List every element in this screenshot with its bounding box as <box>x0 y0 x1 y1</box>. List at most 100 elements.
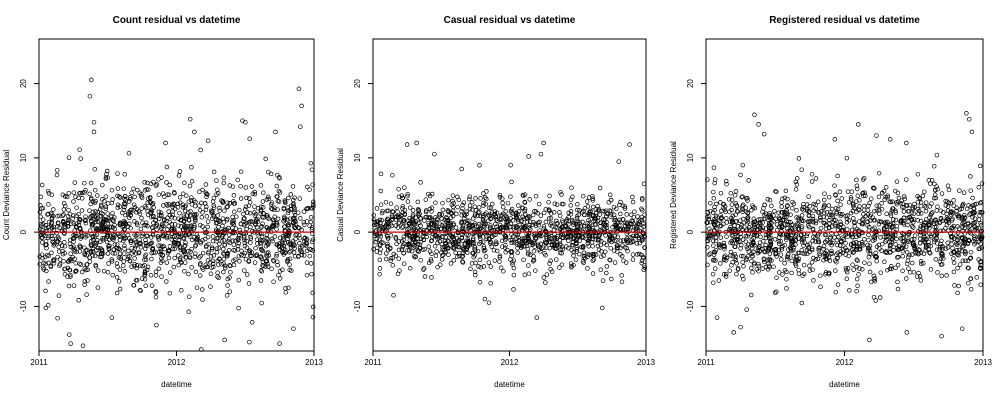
data-point <box>706 214 712 219</box>
data-point <box>297 235 303 241</box>
data-point <box>799 247 805 253</box>
data-point <box>872 225 877 231</box>
data-point <box>475 213 480 218</box>
data-point <box>439 257 445 262</box>
data-point <box>411 253 417 259</box>
data-point <box>117 247 123 253</box>
data-point <box>252 189 257 195</box>
data-point <box>468 240 473 246</box>
data-point <box>192 223 197 228</box>
data-point <box>620 243 625 248</box>
data-point <box>439 222 445 228</box>
data-point <box>503 249 508 255</box>
data-point <box>396 194 402 199</box>
data-point <box>939 251 945 256</box>
data-point <box>497 222 503 228</box>
data-point <box>227 275 232 280</box>
data-point <box>851 249 856 255</box>
data-point <box>242 207 248 212</box>
data-point <box>899 198 904 203</box>
data-point <box>845 234 850 239</box>
data-point <box>604 270 609 276</box>
data-point <box>236 305 241 311</box>
data-point <box>264 253 269 258</box>
data-point <box>162 194 167 199</box>
data-point <box>926 247 931 252</box>
data-point <box>477 163 482 168</box>
data-point <box>374 249 380 254</box>
data-point <box>634 225 639 230</box>
data-point <box>153 290 159 295</box>
data-point <box>429 251 434 256</box>
data-point <box>307 187 312 192</box>
data-point <box>559 192 564 197</box>
data-point <box>184 213 190 218</box>
data-point <box>166 255 172 261</box>
data-point <box>608 245 613 251</box>
data-point <box>779 229 784 234</box>
data-point <box>477 257 483 263</box>
data-point <box>510 234 516 239</box>
data-point <box>740 227 745 232</box>
data-point <box>235 177 240 183</box>
data-point <box>950 246 955 251</box>
data-point <box>741 254 746 259</box>
data-point <box>93 198 98 204</box>
data-point <box>227 200 233 206</box>
data-point <box>816 246 821 251</box>
data-point <box>182 268 187 274</box>
data-point <box>221 261 226 266</box>
data-point <box>789 238 794 244</box>
data-point <box>76 195 81 201</box>
data-point <box>265 264 271 269</box>
data-point <box>548 258 553 264</box>
data-point <box>746 249 752 254</box>
data-point <box>106 216 111 221</box>
data-point <box>133 251 139 256</box>
data-point <box>128 213 133 218</box>
data-point <box>236 253 242 259</box>
data-point <box>860 242 866 248</box>
data-point <box>74 205 79 210</box>
data-point <box>143 241 149 246</box>
data-point <box>796 156 802 161</box>
data-point <box>374 206 380 211</box>
data-point <box>296 253 301 259</box>
data-point <box>810 267 815 272</box>
data-point <box>511 287 516 292</box>
data-point <box>614 245 620 251</box>
data-point <box>817 251 822 256</box>
data-point <box>566 221 571 227</box>
data-point <box>71 190 77 195</box>
data-point <box>400 243 406 248</box>
registered-chart-title: Registered residual vs datetime <box>769 15 920 26</box>
data-point <box>61 201 67 206</box>
data-point <box>620 238 626 243</box>
data-point <box>641 181 647 187</box>
casual-points <box>371 140 648 320</box>
data-point <box>620 227 626 232</box>
data-point <box>92 187 98 193</box>
data-point <box>235 243 241 249</box>
data-point <box>767 197 773 203</box>
y-tick-label: 0 <box>19 229 28 234</box>
data-point <box>48 264 54 270</box>
data-point <box>237 207 242 213</box>
data-point <box>557 250 563 256</box>
data-point <box>589 236 595 242</box>
data-point <box>467 206 473 212</box>
data-point <box>931 195 937 201</box>
data-point <box>249 184 255 189</box>
data-point <box>79 208 85 213</box>
data-point <box>972 202 978 207</box>
data-point <box>164 260 170 265</box>
data-point <box>169 237 174 242</box>
data-point <box>900 201 906 206</box>
data-point <box>800 273 805 278</box>
data-point <box>287 262 292 267</box>
data-point <box>952 283 957 288</box>
data-point <box>193 218 198 224</box>
data-point <box>189 165 194 170</box>
data-point <box>162 246 167 252</box>
count-chart-title: Count residual vs datetime <box>113 15 241 26</box>
